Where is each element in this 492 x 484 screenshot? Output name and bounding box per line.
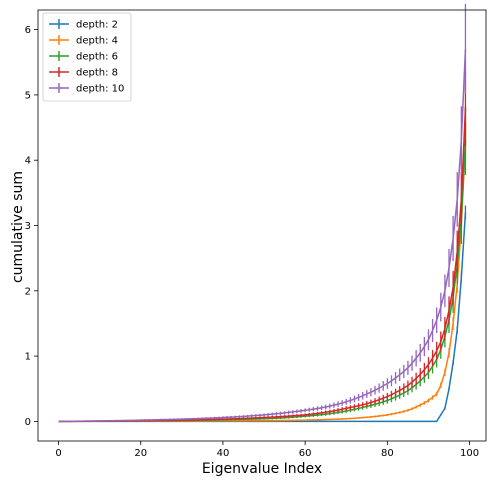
- x-axis-label-text: Eigenvalue Index: [202, 461, 322, 477]
- legend-entry-label: depth: 10: [76, 84, 124, 95]
- x-axis-label: Eigenvalue Index: [202, 461, 322, 477]
- x-tick-label: 80: [381, 448, 394, 459]
- y-tick-label: 2: [25, 286, 31, 297]
- legend-entry-label: depth: 2: [76, 20, 118, 31]
- y-tick-label: 3: [25, 221, 31, 232]
- y-tick-label: 1: [25, 352, 31, 363]
- x-tick-label: 100: [460, 448, 479, 459]
- series-line-5: [58, 49, 467, 423]
- legend-entry-label: depth: 8: [76, 68, 118, 79]
- x-tick-label: 0: [55, 448, 61, 459]
- y-tick-label: 5: [25, 90, 31, 101]
- y-axis-label: cumulative sum: [10, 171, 26, 283]
- y-axis-label-text: cumulative sum: [10, 171, 26, 283]
- x-tick-label: 20: [134, 448, 147, 459]
- series-5: [58, 3, 467, 423]
- legend-box: [42, 12, 132, 102]
- y-tick-label: 6: [25, 25, 31, 36]
- legend-entry-label: depth: 6: [76, 52, 118, 63]
- y-tick-label: 4: [25, 156, 31, 167]
- x-tick-label: 60: [299, 448, 312, 459]
- legend: depth: 2 depth: 4 depth: 6 depth: 8 depth: 1…: [42, 12, 132, 102]
- y-tick-label: 0: [25, 417, 31, 428]
- x-tick-label: 40: [217, 448, 230, 459]
- legend-entry-label: depth: 4: [76, 36, 118, 47]
